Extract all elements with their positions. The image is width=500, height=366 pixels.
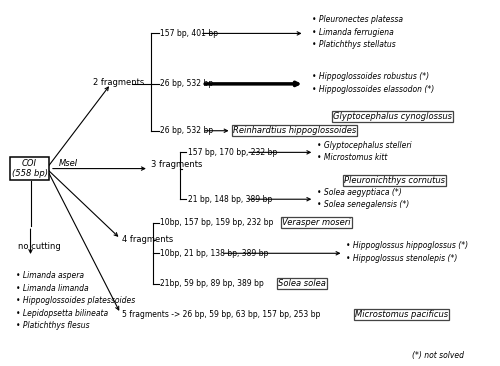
Text: Solea solea: Solea solea <box>278 279 326 288</box>
Text: • Hippoglossus hippoglossus (*)
• Hippoglossus stenolepis (*): • Hippoglossus hippoglossus (*) • Hippog… <box>346 242 468 263</box>
Text: 26 bp, 532 bp: 26 bp, 532 bp <box>160 126 213 135</box>
Text: 21 bp, 148 bp, 389 bp: 21 bp, 148 bp, 389 bp <box>188 195 272 204</box>
Text: 3 fragments: 3 fragments <box>151 160 203 169</box>
Text: 157 bp, 170 bp, 232 bp: 157 bp, 170 bp, 232 bp <box>188 148 277 157</box>
Text: MseI: MseI <box>58 159 78 168</box>
Text: 2 fragments: 2 fragments <box>93 78 144 87</box>
Text: Pleuronichthys cornutus: Pleuronichthys cornutus <box>344 176 445 185</box>
Text: Verasper moseri: Verasper moseri <box>282 218 351 227</box>
Text: 10bp, 157 bp, 159 bp, 232 bp: 10bp, 157 bp, 159 bp, 232 bp <box>160 218 274 227</box>
Text: • Limanda aspera
• Limanda limanda
• Hippoglossoides platessoides
• Lepidopsetta: • Limanda aspera • Limanda limanda • Hip… <box>16 271 136 330</box>
Text: no cutting: no cutting <box>18 242 60 251</box>
Text: Reinhardtius hippoglossoides: Reinhardtius hippoglossoides <box>233 126 356 135</box>
Text: • Solea aegyptiaca (*)
• Solea senegalensis (*): • Solea aegyptiaca (*) • Solea senegalen… <box>316 188 409 209</box>
Text: 21bp, 59 bp, 89 bp, 389 bp: 21bp, 59 bp, 89 bp, 389 bp <box>160 279 264 288</box>
Text: 157 bp, 401 bp: 157 bp, 401 bp <box>160 29 218 38</box>
Text: • Hippoglossoides robustus (*)
• Hippoglossoides elassodon (*): • Hippoglossoides robustus (*) • Hippogl… <box>312 72 434 94</box>
Text: 4 fragments: 4 fragments <box>122 235 174 244</box>
Text: • Pleuronectes platessa
• Limanda ferrugiena
• Platichthys stellatus: • Pleuronectes platessa • Limanda ferrug… <box>312 15 403 49</box>
Text: 5 fragments -> 26 bp, 59 bp, 63 bp, 157 bp, 253 bp: 5 fragments -> 26 bp, 59 bp, 63 bp, 157 … <box>122 310 320 319</box>
Text: Microstomus pacificus: Microstomus pacificus <box>356 310 448 319</box>
Text: COI
(558 bp): COI (558 bp) <box>12 159 48 178</box>
Text: Glyptocephalus cynoglossus: Glyptocephalus cynoglossus <box>332 112 452 121</box>
Text: (*) not solved: (*) not solved <box>412 351 464 360</box>
Text: 10bp, 21 bp, 138 bp, 389 bp: 10bp, 21 bp, 138 bp, 389 bp <box>160 249 268 258</box>
Text: 26 bp, 532 bp: 26 bp, 532 bp <box>160 79 213 88</box>
Text: • Glyptocephalus stelleri
• Microstomus kitt: • Glyptocephalus stelleri • Microstomus … <box>316 141 412 162</box>
